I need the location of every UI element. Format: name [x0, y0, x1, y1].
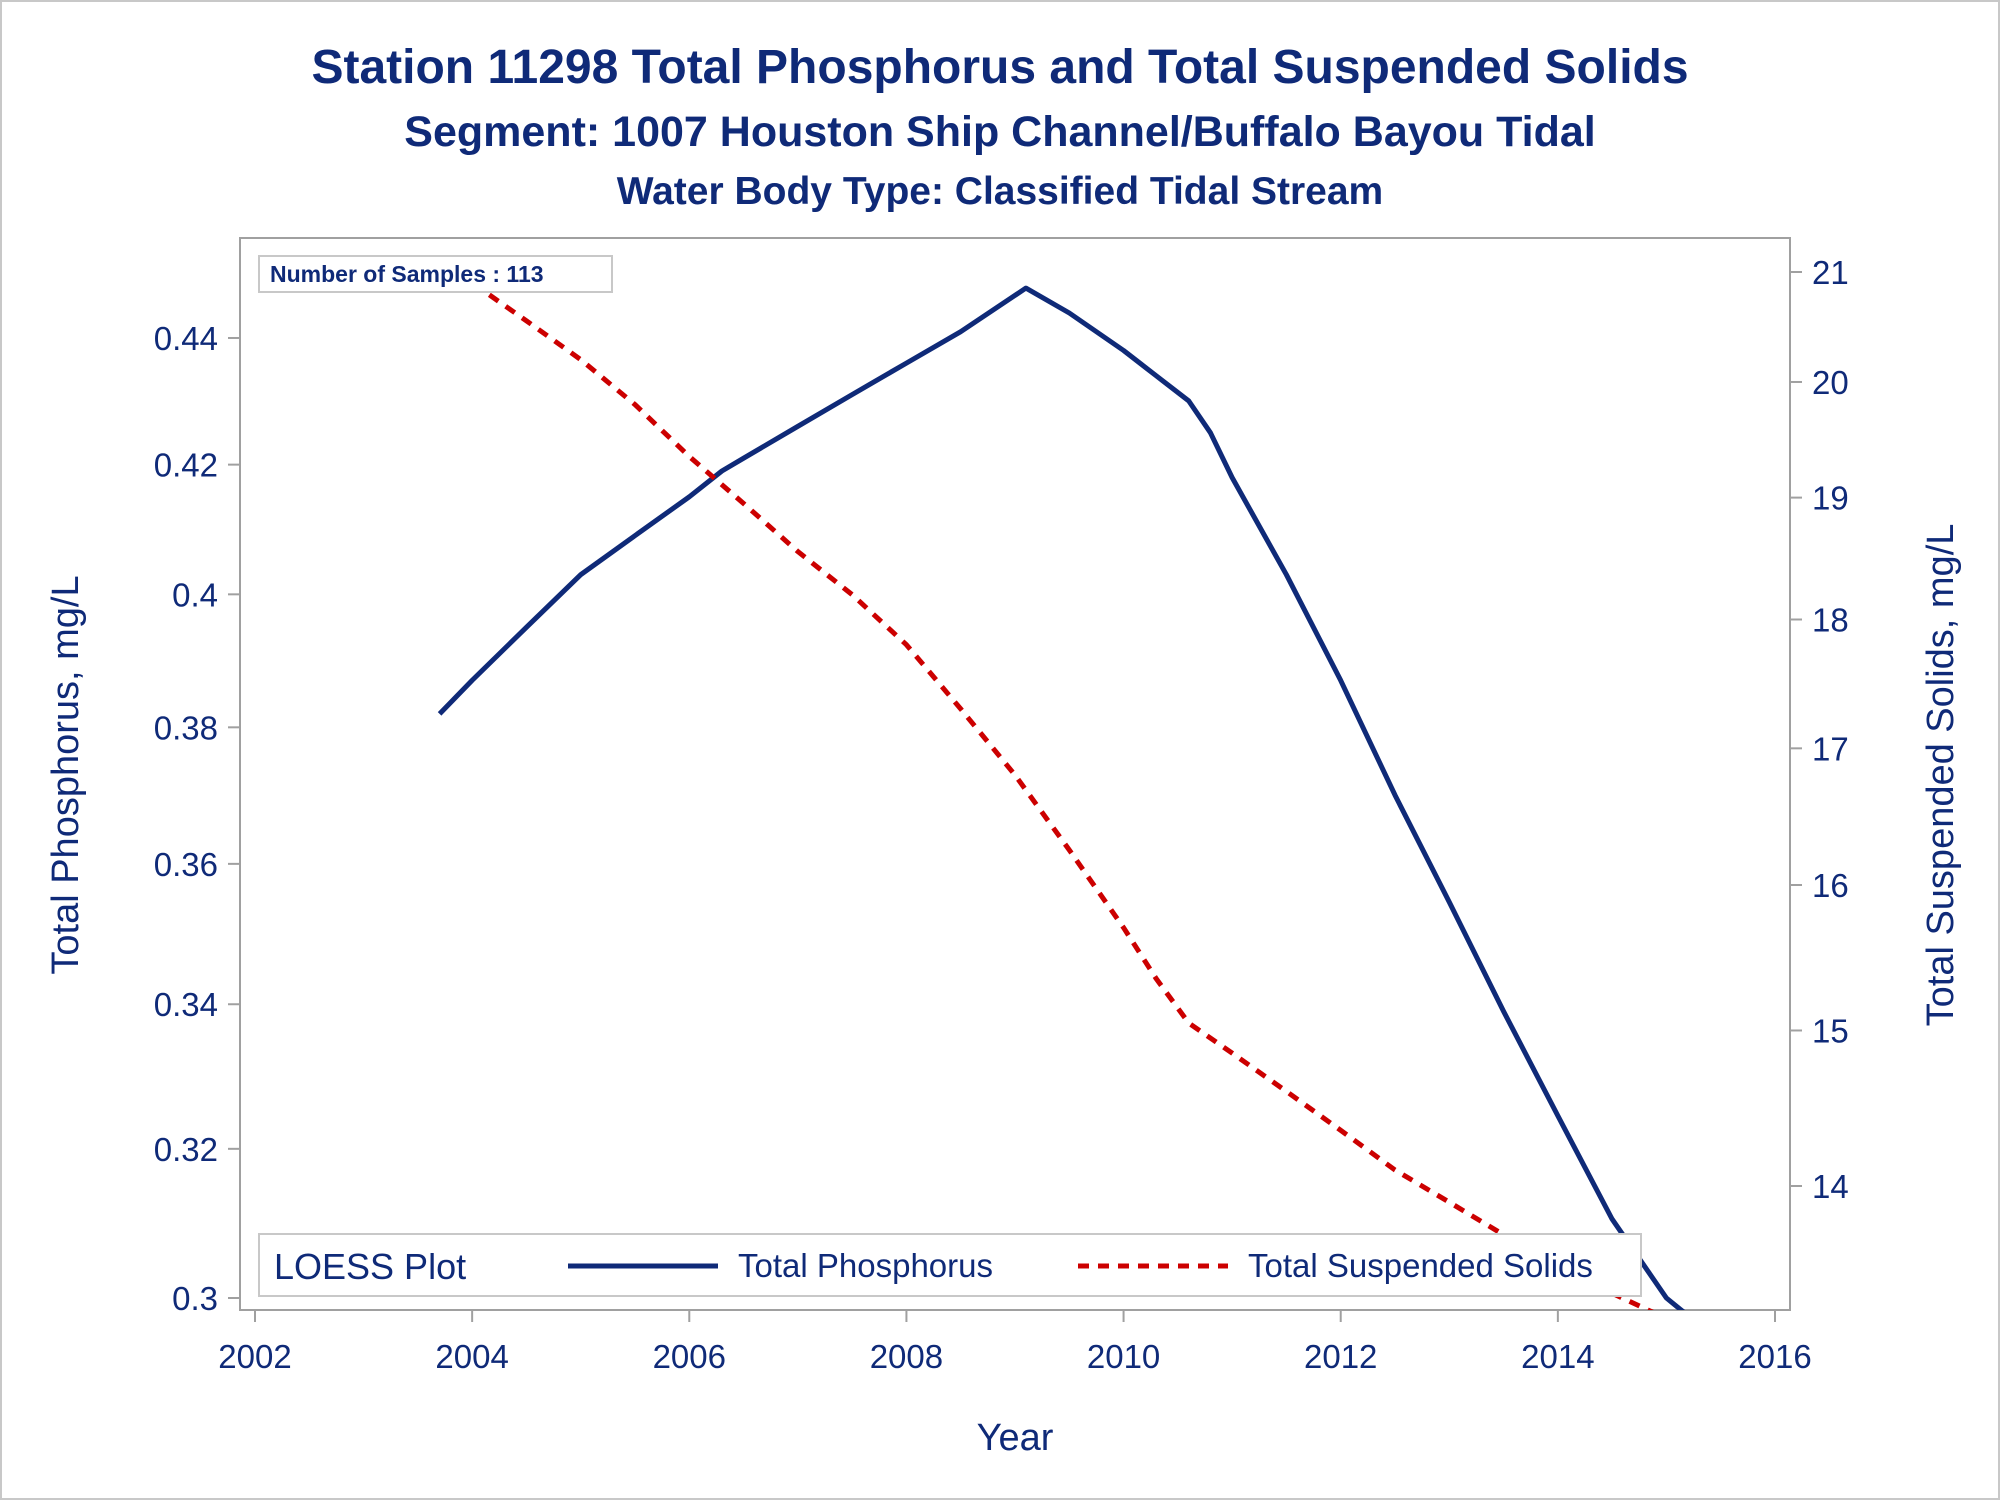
annotation-box	[258, 255, 613, 293]
y-right-tick-label-2: 16	[1812, 867, 1849, 904]
series-line-phosphorus	[437, 285, 1686, 1310]
x-tick-label-6: 2014	[1521, 1338, 1594, 1375]
x-tick-label-7: 2016	[1738, 1338, 1811, 1375]
x-tick-label-3: 2008	[870, 1338, 943, 1375]
legend-box	[258, 1233, 1642, 1297]
x-tick-label-2: 2006	[653, 1338, 726, 1375]
y-left-tick-label-7: 0.44	[154, 320, 218, 357]
y-right-tick-label-1: 15	[1812, 1012, 1849, 1049]
y-axis-label-right: Total Suspended Solids, mg/L	[1920, 524, 1962, 1027]
y-left-tick-label-6: 0.42	[154, 447, 218, 484]
legend-label-tss: Total Suspended Solids	[1248, 1247, 1593, 1284]
x-tick-label-5: 2012	[1304, 1338, 1377, 1375]
y-right-tick-label-3: 17	[1812, 730, 1849, 767]
y-left-tick-label-3: 0.36	[154, 846, 218, 883]
y-right-tick-label-4: 18	[1812, 601, 1849, 638]
y-axis-label-left: Total Phosphorus, mg/L	[45, 575, 87, 974]
chart-title: Station 11298 Total Phosphorus and Total…	[311, 41, 1689, 94]
y-right-tick-label-7: 21	[1812, 254, 1849, 291]
chart-subtitle: Segment: 1007 Houston Ship Channel/Buffa…	[404, 108, 1596, 156]
series-line-tss	[438, 259, 1654, 1310]
annotation-group: Number of Samples : 113	[258, 255, 613, 293]
series-group	[437, 259, 1686, 1310]
chart-subtitle-2: Water Body Type: Classified Tidal Stream	[616, 170, 1384, 213]
y-left-tick-label-4: 0.38	[154, 709, 218, 746]
legend: LOESS Plot Total Phosphorus Total Suspen…	[258, 1233, 1642, 1297]
x-tick-label-4: 2010	[1087, 1338, 1160, 1375]
y-left-tick-label-2: 0.34	[154, 986, 218, 1023]
x-tick-label-1: 2004	[435, 1338, 508, 1375]
legend-label-phosphorus: Total Phosphorus	[738, 1247, 993, 1284]
y-right-tick-label-6: 20	[1812, 364, 1849, 401]
legend-title: LOESS Plot	[274, 1246, 466, 1287]
sample-count-annotation: Number of Samples : 113	[270, 261, 544, 287]
y-right-tick-label-5: 19	[1812, 480, 1849, 517]
axis-ticks: 2002 2004 2006 2008 2010 2012 2014 20160.30.320…	[154, 254, 1849, 1375]
y-left-tick-label-1: 0.32	[154, 1131, 218, 1168]
y-right-tick-label-0: 14	[1812, 1168, 1849, 1205]
plot-area	[239, 237, 1791, 1311]
x-axis-label: Year	[977, 1417, 1054, 1459]
x-tick-label-0: 2002	[218, 1338, 291, 1375]
y-left-tick-label-0: 0.3	[172, 1280, 218, 1317]
y-left-tick-label-5: 0.4	[172, 576, 218, 613]
